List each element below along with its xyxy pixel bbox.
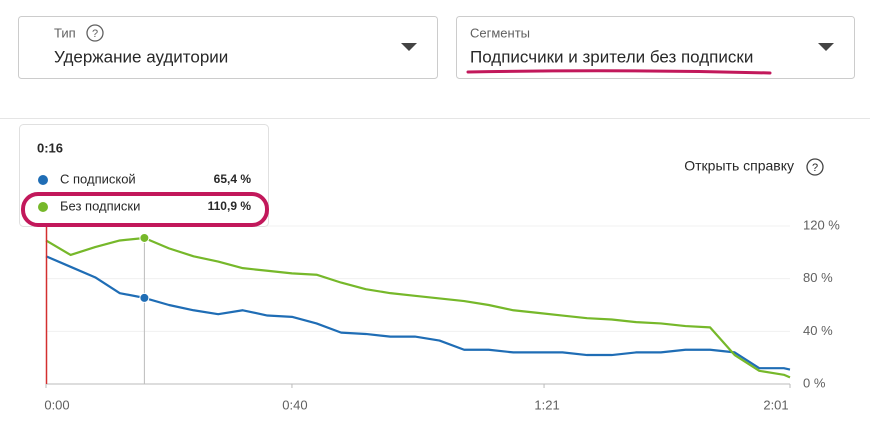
legend-dot [38,175,48,185]
help-link[interactable]: Открыть справку [684,158,794,174]
series-line [45,236,791,379]
tooltip-value: 110,9 % [208,199,252,213]
legend-name: С подпиской [60,171,136,186]
help-icon-glyph: ? [812,162,818,174]
plot: 0 % 40 % 80 % 120 % 0:00 0:40 1:21 2:01 [44,217,840,412]
tooltip-time: 0:16 [37,140,63,155]
y-tick-label: 80 % [803,270,833,285]
dropdown-arrow[interactable] [401,43,417,51]
legend-dot [38,202,48,212]
dropdown-label: Сегменты [470,25,530,40]
hover-point [139,292,150,303]
y-tick-label: 120 % [803,217,840,232]
help-icon[interactable] [806,158,824,176]
y-tick-label: 0 % [803,375,826,390]
hover-point [139,232,150,243]
x-tick-label: 0:00 [44,397,69,412]
dropdown-value: Подписчики и зрители без подписки [470,47,753,66]
x-tick-label: 0:40 [282,397,307,412]
y-tick-label: 40 % [803,323,833,338]
help-icon-glyph: ? [92,28,98,40]
highlight-ellipse [21,192,269,227]
dropdown-value: Удержание аудитории [54,47,228,66]
tooltip: 0:16 С подпиской 65,4 % Без подписки 110,9 % [19,124,269,227]
type-dropdown[interactable] [18,16,438,79]
dropdown-arrow[interactable] [818,43,834,51]
highlight-underline [466,69,772,75]
series-line [45,255,791,371]
dropdown-label: Тип [54,25,76,40]
segments-dropdown[interactable] [456,16,855,79]
tooltip-value: 65,4 % [214,172,252,186]
help-icon[interactable] [86,24,104,42]
legend-name: Без подписки [60,198,140,213]
x-tick-label: 1:21 [534,397,559,412]
x-tick-label: 2:01 [763,397,788,412]
